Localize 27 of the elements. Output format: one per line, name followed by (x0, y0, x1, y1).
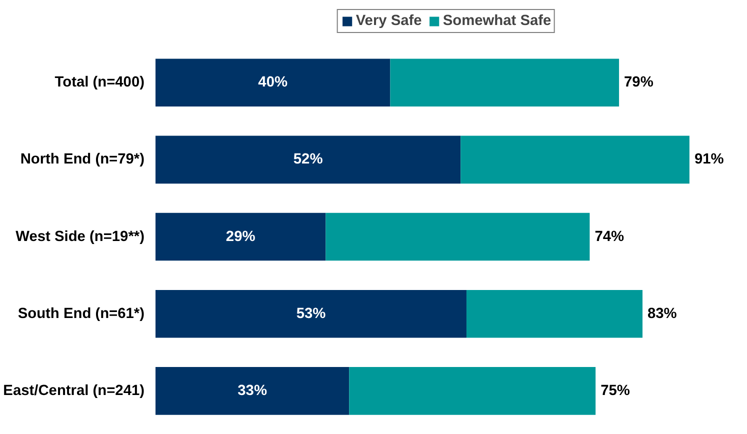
data-label: 33% (238, 382, 267, 399)
bar (156, 212, 326, 261)
data-label: 29% (226, 228, 256, 245)
bar (156, 58, 390, 106)
total-label: 75% (600, 382, 630, 399)
bar (460, 136, 690, 184)
legend-label: Somewhat Safe (442, 13, 552, 29)
bar (156, 290, 466, 338)
y-tick-label: North End (n=79*) (20, 152, 145, 168)
total-label: 74% (594, 228, 624, 245)
bar (349, 367, 596, 415)
bar (390, 58, 620, 106)
y-tick-label: South End (n=61*) (18, 306, 145, 322)
bar (466, 290, 643, 338)
bar (156, 136, 461, 184)
y-tick-label: West Side (n=19**) (16, 228, 145, 245)
total-label: 91% (694, 152, 724, 168)
data-label: 53% (296, 306, 326, 322)
bar (326, 212, 590, 261)
data-label: 40% (258, 74, 288, 91)
total-label: 83% (648, 306, 677, 322)
bar (156, 367, 350, 415)
legend-label: Very Safe (356, 13, 422, 29)
data-label: 52% (293, 152, 323, 168)
total-label: 79% (624, 74, 654, 91)
y-tick-label: East/Central (n=241) (3, 382, 145, 399)
y-tick-label: Total (n=400) (54, 74, 145, 91)
